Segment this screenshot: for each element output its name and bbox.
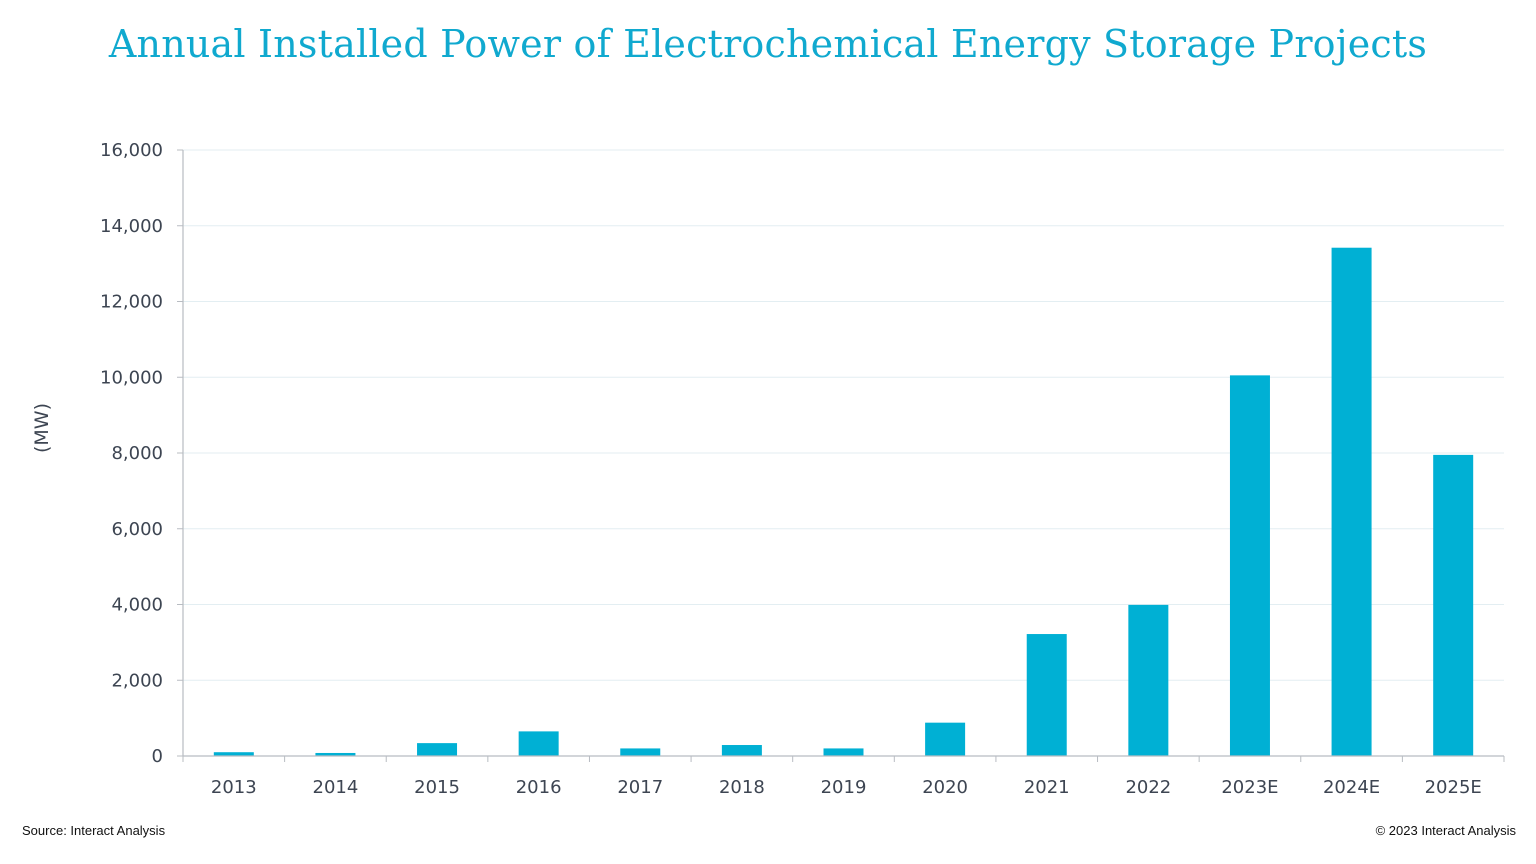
source-note: Source: Interact Analysis (22, 823, 166, 838)
chart-title: Annual Installed Power of Electrochemica… (108, 22, 1428, 66)
y-tick-label: 4,000 (111, 595, 163, 616)
bar-2013 (213, 752, 254, 756)
x-tick-label: 2013 (211, 777, 257, 798)
bar-2014 (315, 752, 356, 756)
y-tick-label: 16,000 (100, 140, 163, 161)
x-tick-label: 2019 (821, 777, 867, 798)
x-tick-label: 2022 (1125, 777, 1171, 798)
y-tick-label: 12,000 (100, 292, 163, 313)
y-tick-labels: 0 2,000 4,000 6,000 8,000 10,000 12,000 14,000 1… (100, 140, 163, 767)
bar-2015 (417, 743, 458, 756)
bar-2024E (1331, 247, 1372, 756)
x-tick-label: 2024E (1323, 777, 1380, 798)
bar-2018 (721, 745, 762, 756)
y-tick-label: 0 (152, 746, 163, 767)
bar-2022 (1128, 604, 1169, 756)
bars (213, 247, 1474, 756)
x-tick-label: 2023E (1221, 777, 1278, 798)
bar-2019 (823, 748, 864, 756)
y-axis-label: (MW) (31, 403, 53, 453)
x-tick-labels: 2013 2014 2015 2016 2017 2018 2019 2020 2021 2022… (211, 777, 1482, 798)
x-tick-label: 2015 (414, 777, 460, 798)
bar-2021 (1026, 634, 1067, 756)
x-tick-label: 2014 (313, 777, 359, 798)
gridlines (183, 149, 1504, 681)
y-tick-label: 10,000 (100, 367, 163, 388)
y-tick-label: 2,000 (111, 670, 163, 691)
x-tick-label: 2020 (922, 777, 968, 798)
copyright-note: © 2023 Interact Analysis (1375, 823, 1516, 838)
bar-2020 (925, 722, 966, 756)
bar-2016 (518, 731, 559, 756)
x-tick-label: 2017 (617, 777, 663, 798)
x-tick-label: 2025E (1425, 777, 1482, 798)
y-tick-label: 14,000 (100, 216, 163, 237)
x-tick-label: 2018 (719, 777, 765, 798)
bar-2025E (1433, 454, 1474, 756)
bar-2023E (1229, 375, 1270, 756)
x-tick-label: 2021 (1024, 777, 1070, 798)
y-tick-label: 8,000 (111, 443, 163, 464)
y-tick-label: 6,000 (111, 519, 163, 540)
axes (177, 149, 1505, 762)
x-tick-label: 2016 (516, 777, 562, 798)
bar-2017 (620, 748, 661, 756)
